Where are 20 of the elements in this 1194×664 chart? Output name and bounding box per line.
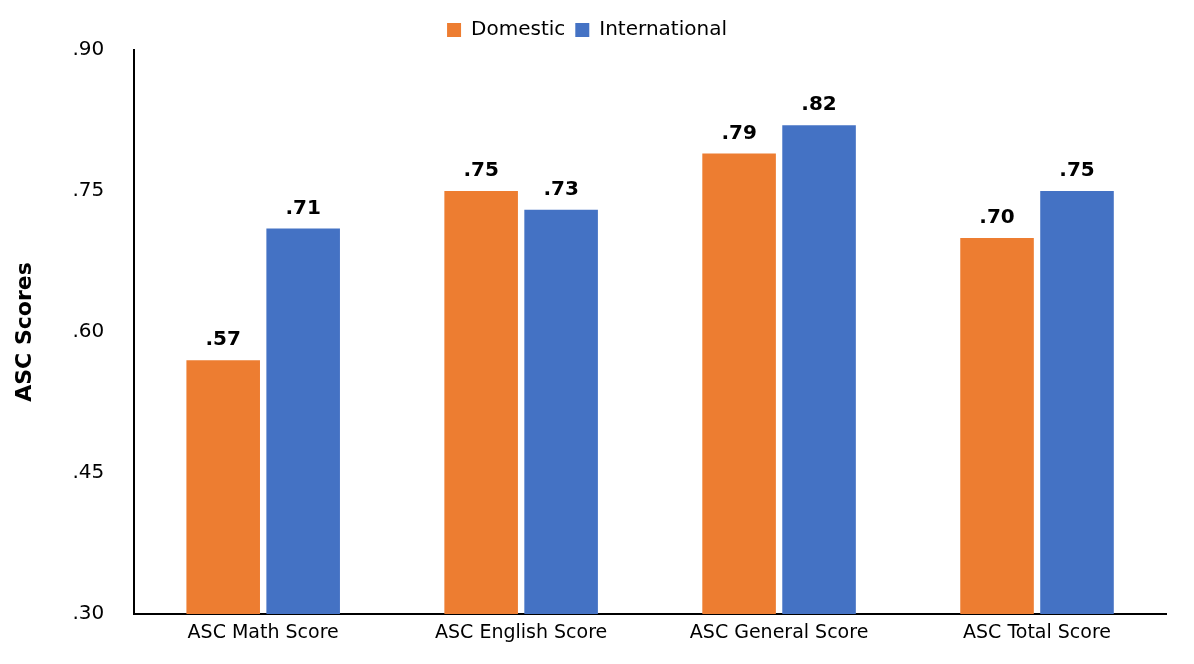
y-axis-title: ASC Scores (10, 262, 36, 402)
data-label: .71 (285, 194, 321, 219)
x-tick-label: ASC English Score (435, 620, 608, 643)
data-label: .57 (205, 326, 241, 351)
data-label: .79 (721, 119, 757, 144)
x-tick-label: ASC General Score (689, 620, 869, 643)
data-label: .75 (463, 157, 499, 182)
legend-label: Domestic (471, 16, 566, 41)
legend-label: International (599, 16, 727, 41)
y-tick-label: .90 (72, 36, 105, 61)
data-label: .75 (1059, 157, 1095, 182)
y-tick-label: .75 (72, 177, 105, 202)
x-tick-label: ASC Math Score (187, 620, 339, 643)
data-label: .82 (801, 91, 837, 116)
data-label: .73 (543, 176, 579, 200)
data-label: .70 (979, 204, 1015, 229)
y-tick-label: .30 (72, 600, 105, 625)
y-tick-label: .45 (72, 459, 105, 484)
y-tick-label: .60 (72, 318, 105, 343)
x-tick-label: ASC Total Score (963, 620, 1112, 643)
